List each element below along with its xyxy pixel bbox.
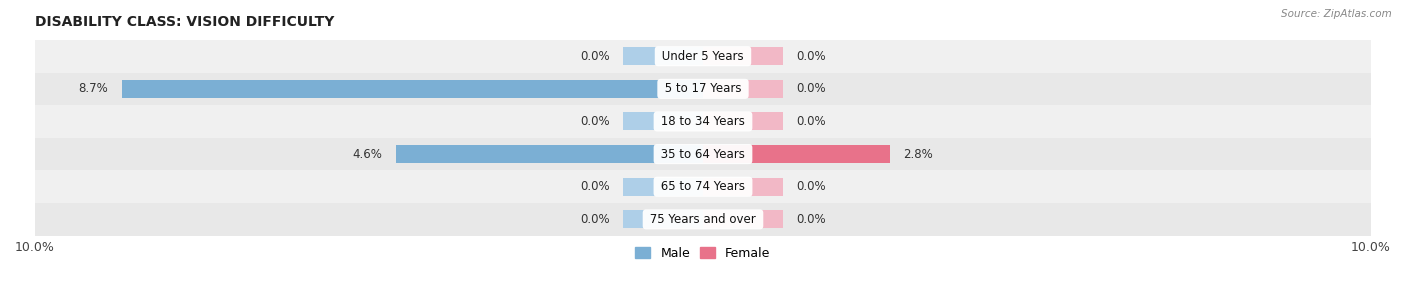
Bar xyxy=(703,178,783,196)
Bar xyxy=(623,210,703,228)
Bar xyxy=(623,178,703,196)
Text: 0.0%: 0.0% xyxy=(797,115,827,128)
Text: 0.0%: 0.0% xyxy=(797,50,827,63)
Text: 35 to 64 Years: 35 to 64 Years xyxy=(657,148,749,161)
Bar xyxy=(35,105,1371,138)
Text: 0.0%: 0.0% xyxy=(579,115,609,128)
Text: 65 to 74 Years: 65 to 74 Years xyxy=(657,180,749,193)
Text: Source: ZipAtlas.com: Source: ZipAtlas.com xyxy=(1281,9,1392,19)
Text: 2.8%: 2.8% xyxy=(904,148,934,161)
Text: 0.0%: 0.0% xyxy=(797,213,827,226)
Legend: Male, Female: Male, Female xyxy=(630,242,776,265)
Text: Under 5 Years: Under 5 Years xyxy=(658,50,748,63)
Bar xyxy=(703,47,783,65)
Bar xyxy=(623,113,703,131)
Bar xyxy=(623,47,703,65)
Text: 75 Years and over: 75 Years and over xyxy=(647,213,759,226)
Bar xyxy=(35,203,1371,236)
Text: 0.0%: 0.0% xyxy=(579,180,609,193)
Text: 0.0%: 0.0% xyxy=(797,180,827,193)
Bar xyxy=(122,80,703,98)
Text: 0.0%: 0.0% xyxy=(797,82,827,95)
Bar xyxy=(703,210,783,228)
Bar xyxy=(35,73,1371,105)
Bar xyxy=(35,170,1371,203)
Text: 4.6%: 4.6% xyxy=(353,148,382,161)
Bar xyxy=(703,80,783,98)
Bar xyxy=(35,40,1371,73)
Text: 0.0%: 0.0% xyxy=(579,50,609,63)
Text: DISABILITY CLASS: VISION DIFFICULTY: DISABILITY CLASS: VISION DIFFICULTY xyxy=(35,15,335,29)
Bar xyxy=(703,145,890,163)
Text: 8.7%: 8.7% xyxy=(79,82,108,95)
Text: 0.0%: 0.0% xyxy=(579,213,609,226)
Text: 5 to 17 Years: 5 to 17 Years xyxy=(661,82,745,95)
Text: 18 to 34 Years: 18 to 34 Years xyxy=(657,115,749,128)
Bar xyxy=(395,145,703,163)
Bar xyxy=(703,113,783,131)
Bar xyxy=(35,138,1371,170)
